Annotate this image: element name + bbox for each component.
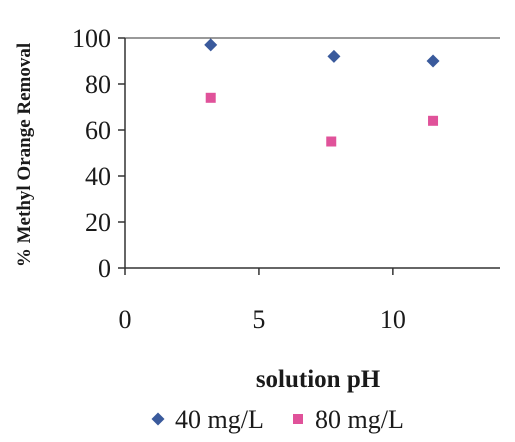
y-axis-title: % Methyl Orange Removal <box>14 43 35 267</box>
legend-label: 40 mg/L <box>175 405 264 434</box>
y-tick-label: 40 <box>85 162 111 191</box>
diamond-marker <box>327 49 341 63</box>
y-tick-label: 100 <box>72 24 111 53</box>
x-tick-label: 0 <box>119 305 132 334</box>
x-axis-title: solution pH <box>256 366 381 393</box>
x-tick-label: 10 <box>380 305 406 334</box>
square-marker <box>326 136 337 147</box>
legend-marker <box>293 414 303 424</box>
legend-label: 80 mg/L <box>315 405 404 434</box>
x-ticks: 0 5 10 <box>119 268 406 334</box>
legend-marker <box>151 412 165 426</box>
y-tick-label: 20 <box>85 208 111 237</box>
y-tick-label: 80 <box>85 70 111 99</box>
y-tick-label: 60 <box>85 116 111 145</box>
data-markers <box>204 38 440 147</box>
legend: 40 mg/L 80 mg/L <box>151 405 404 434</box>
square-marker <box>428 115 439 126</box>
x-tick-label: 5 <box>252 305 265 334</box>
y-axis-title-group: % Methyl Orange Removal <box>14 43 35 267</box>
diamond-marker <box>426 54 440 68</box>
y-tick-label: 0 <box>98 254 111 283</box>
y-ticks: 0 20 40 60 80 100 <box>72 24 125 283</box>
diamond-marker <box>204 38 218 52</box>
square-marker <box>205 92 216 103</box>
